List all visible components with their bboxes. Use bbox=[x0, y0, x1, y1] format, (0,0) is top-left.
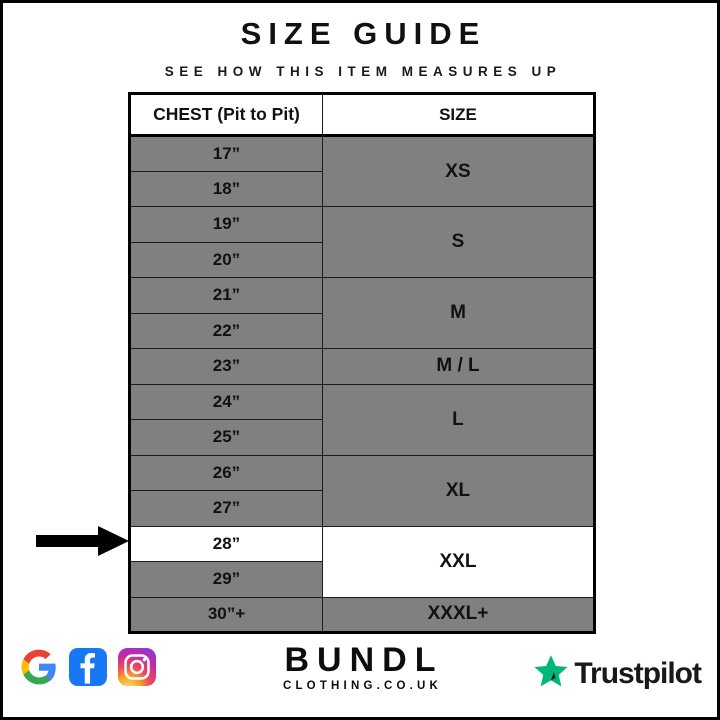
size-table-wrapper: CHEST (Pit to Pit) SIZE 17” XS 18” 19” S 20” 2… bbox=[128, 92, 596, 634]
chest-measurement-cell: 18” bbox=[129, 170, 323, 207]
chest-measurement-cell: 29” bbox=[129, 561, 323, 598]
facebook-icon[interactable] bbox=[69, 648, 107, 686]
table-row: 29” bbox=[129, 561, 595, 598]
instagram-icon[interactable] bbox=[118, 648, 156, 686]
size-label-cell: XL bbox=[321, 454, 596, 527]
trustpilot-wordmark: Trustpilot bbox=[574, 656, 702, 690]
size-label-cell: S bbox=[321, 206, 596, 278]
header-block: SIZE GUIDE SEE HOW THIS ITEM MEASURES UP bbox=[3, 3, 717, 79]
brand-name: BUNDL bbox=[284, 641, 444, 679]
chest-measurement-cell: 17” bbox=[129, 135, 323, 172]
chest-measurement-cell: 23” bbox=[129, 348, 323, 385]
table-row: 17” XS bbox=[129, 135, 596, 207]
size-label-cell: M / L bbox=[321, 348, 596, 385]
table-row: 30”+ XXXL+ bbox=[129, 596, 596, 633]
size-label-cell: M bbox=[321, 277, 596, 349]
table-row: 27” bbox=[129, 490, 595, 527]
table-row: 20” bbox=[129, 241, 595, 278]
size-label-cell: XXXL+ bbox=[321, 596, 596, 633]
footer: BUNDL CLOTHING.CO.UK Trustpilot bbox=[3, 635, 717, 713]
chest-measurement-cell: 28” bbox=[129, 525, 323, 562]
table-row: 25” bbox=[129, 419, 595, 456]
trustpilot-logo[interactable]: Trustpilot bbox=[533, 653, 702, 694]
page-title: SIZE GUIDE bbox=[240, 16, 487, 51]
table-row: 26” XL bbox=[129, 454, 596, 527]
table-header-row: CHEST (Pit to Pit) SIZE bbox=[129, 93, 596, 137]
size-label-cell: L bbox=[321, 383, 596, 456]
brand-domain: CLOTHING.CO.UK bbox=[282, 680, 443, 692]
chest-measurement-cell: 24” bbox=[129, 383, 323, 420]
column-header-size: SIZE bbox=[321, 93, 596, 137]
size-label-cell: XS bbox=[321, 135, 596, 207]
size-label-cell: XXL bbox=[321, 525, 596, 598]
brand-logo: BUNDL CLOTHING.CO.UK bbox=[277, 643, 444, 692]
social-links bbox=[20, 648, 156, 686]
page-subtitle: SEE HOW THIS ITEM MEASURES UP bbox=[164, 64, 562, 80]
table-row: 19” S bbox=[129, 206, 596, 278]
chest-measurement-cell: 19” bbox=[129, 206, 323, 243]
table-row: 18” bbox=[129, 170, 595, 207]
column-header-chest: CHEST (Pit to Pit) bbox=[129, 93, 323, 137]
selected-size-arrow bbox=[36, 526, 129, 556]
chest-measurement-cell: 30”+ bbox=[129, 596, 323, 633]
chest-measurement-cell: 26” bbox=[129, 454, 323, 491]
trustpilot-star-icon bbox=[533, 653, 569, 694]
chest-measurement-cell: 27” bbox=[129, 490, 323, 527]
table-row: 23” M / L bbox=[129, 348, 596, 385]
table-body: 17” XS 18” 19” S 20” 21” M 22” 23” M / L 24” L 25” 26”… bbox=[129, 135, 596, 633]
table-row: 28” XXL bbox=[129, 525, 596, 598]
size-table: CHEST (Pit to Pit) SIZE 17” XS 18” 19” S 20” 2… bbox=[128, 92, 596, 634]
chest-measurement-cell: 22” bbox=[129, 312, 323, 349]
chest-measurement-cell: 21” bbox=[129, 277, 323, 314]
table-row: 21” M bbox=[129, 277, 596, 349]
google-icon[interactable] bbox=[20, 648, 58, 686]
chest-measurement-cell: 25” bbox=[129, 419, 323, 456]
table-row: 24” L bbox=[129, 383, 596, 456]
chest-measurement-cell: 20” bbox=[129, 241, 323, 278]
